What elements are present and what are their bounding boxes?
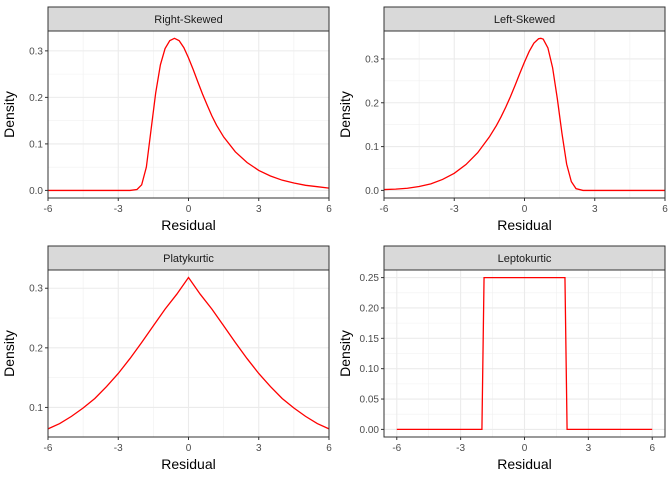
y-tick-label: 0.3	[29, 284, 43, 295]
y-axis-title: Density	[1, 91, 17, 138]
x-tick-label: -3	[114, 204, 123, 215]
y-tick-label: 0.00	[360, 425, 380, 436]
x-tick-label: -3	[456, 443, 465, 454]
x-tick-label: 6	[326, 204, 332, 215]
facet-strip-label: Platykurtic	[163, 253, 214, 265]
x-tick-label: -6	[392, 443, 401, 454]
x-tick-label: -6	[44, 204, 53, 215]
x-axis-title: Residual	[497, 456, 551, 472]
facet-strip	[383, 6, 666, 32]
x-axis-title: Residual	[497, 217, 551, 233]
y-axis-title: Density	[1, 330, 17, 377]
x-tick-label: 6	[326, 443, 332, 454]
y-tick-label: 0.05	[360, 395, 380, 406]
y-tick-label: 0.1	[29, 403, 43, 414]
panel-leptokurtic: Leptokurtic -6 -3 0 3 6 0.00 0.05 0.10 0.15 0.20 0.…	[337, 245, 666, 472]
y-tick-label: 0.3	[29, 46, 43, 57]
y-tick-label: 0.20	[360, 303, 380, 314]
density-curve	[48, 37, 330, 192]
y-tick-label: 0.0	[365, 186, 379, 197]
x-tick-label: -3	[450, 204, 459, 215]
y-tick-label: 0.25	[360, 273, 380, 284]
y-tick-label: 0.0	[29, 186, 43, 197]
facet-strip-label: Leptokurtic	[498, 253, 552, 265]
y-tick-label: 0.10	[360, 364, 380, 375]
x-tick-label: -6	[380, 204, 389, 215]
y-tick-label: 0.2	[29, 93, 43, 104]
y-tick-label: 0.1	[29, 139, 43, 150]
y-tick-label: 0.1	[365, 142, 379, 153]
x-tick-label: -3	[114, 443, 123, 454]
y-tick-label: 0.15	[360, 334, 380, 345]
x-tick-label: 0	[522, 204, 528, 215]
x-tick-label: 0	[186, 443, 192, 454]
density-curve	[383, 37, 665, 192]
x-tick-label: 3	[586, 443, 592, 454]
facet-strip-label: Right-Skewed	[154, 14, 222, 26]
y-tick-label: 0.2	[365, 98, 379, 109]
density-curve	[396, 276, 653, 431]
y-tick-label: 0.2	[29, 343, 43, 354]
x-axis-title: Residual	[161, 217, 215, 233]
y-axis-title: Density	[337, 330, 353, 377]
x-tick-label: 0	[522, 443, 528, 454]
x-tick-label: 6	[662, 204, 668, 215]
x-tick-label: 0	[186, 204, 192, 215]
facet-strip	[47, 6, 330, 32]
x-tick-label: 3	[592, 204, 598, 215]
density-curve	[47, 276, 330, 430]
x-axis-title: Residual	[161, 456, 215, 472]
facet-strip-label: Left-Skewed	[494, 14, 555, 26]
panel-platykurtic: Platykurtic -6 -3 0 3 6 0.1 0.2 0.3 Residual Densi…	[1, 245, 332, 472]
x-tick-label: 6	[649, 443, 655, 454]
x-tick-label: 3	[256, 204, 262, 215]
y-axis-title: Density	[337, 91, 353, 138]
facet-strip	[383, 245, 666, 271]
x-tick-label: 3	[256, 443, 262, 454]
x-tick-label: -6	[44, 443, 53, 454]
y-tick-label: 0.3	[365, 54, 379, 65]
panel-left-skewed: Left-Skewed -6 -3 0 3 6 0.0 0.1 0.2 0.3 Residual De…	[337, 6, 668, 233]
panel-right-skewed: Right-Skewed -6 -3 0 3 6 0.0 0.1 0.2 0.3 Residual D…	[1, 6, 332, 233]
